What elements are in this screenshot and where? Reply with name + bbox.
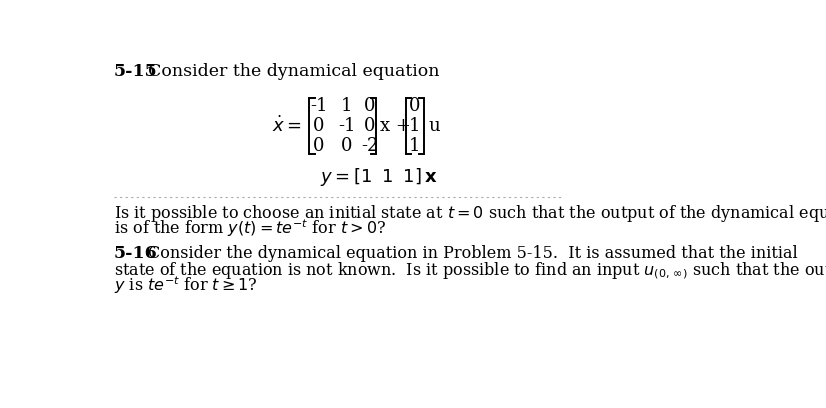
Text: 5-16: 5-16 [114,245,158,262]
Text: 0: 0 [313,137,325,155]
Text: Consider the dynamical equation in Problem 5-15.  It is assumed that the initial: Consider the dynamical equation in Probl… [148,245,798,262]
Text: -1: -1 [338,117,355,135]
Text: 0: 0 [341,137,353,155]
Text: 1: 1 [409,137,420,155]
Text: Is it possible to choose an initial state at $t=0$ such that the output of the d: Is it possible to choose an initial stat… [114,203,826,224]
Text: state of the equation is not known.  Is it possible to find an input $u_{(0,\,\i: state of the equation is not known. Is i… [114,260,826,281]
Text: 0: 0 [364,117,376,135]
Text: Consider the dynamical equation: Consider the dynamical equation [148,63,439,80]
Text: 0: 0 [364,97,376,115]
Text: $y = [1 \;\; 1 \;\; 1]\,\mathbf{x}$: $y = [1 \;\; 1 \;\; 1]\,\mathbf{x}$ [320,166,438,188]
Text: $\dot{x}=$: $\dot{x}=$ [273,116,302,136]
Text: 1: 1 [409,117,420,135]
Text: 0: 0 [313,117,325,135]
Text: -2: -2 [361,137,378,155]
Text: $y$ is $te^{-t}$ for $t\geq1$?: $y$ is $te^{-t}$ for $t\geq1$? [114,275,258,296]
Text: 0: 0 [409,97,420,115]
Text: 5-15: 5-15 [114,63,158,80]
Text: 1: 1 [341,97,353,115]
Text: -1: -1 [310,97,327,115]
Text: is of the form $y(t)=te^{-t}$ for $t>0$?: is of the form $y(t)=te^{-t}$ for $t>0$? [114,217,387,239]
Text: u: u [429,117,440,135]
Text: x +: x + [380,117,411,135]
